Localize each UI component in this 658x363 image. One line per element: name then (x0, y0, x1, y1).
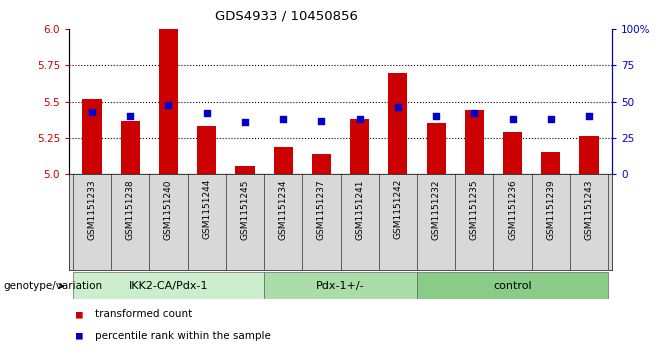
Bar (120, 121, 139, 174)
Bar (312, 154, 331, 174)
Text: GSM1151236: GSM1151236 (508, 179, 517, 240)
Bar (417, 272, 608, 299)
Text: GSM1151232: GSM1151232 (432, 179, 441, 240)
Bar (503, 132, 522, 174)
Text: GDS4933 / 10450856: GDS4933 / 10450856 (215, 9, 358, 22)
Text: GSM1151235: GSM1151235 (470, 179, 479, 240)
Point (507, 116, 518, 122)
Text: control: control (494, 281, 532, 291)
Text: ■: ■ (76, 309, 82, 319)
Text: GSM1151243: GSM1151243 (584, 179, 594, 240)
Text: ■: ■ (76, 331, 82, 341)
Point (163, 102, 174, 107)
Point (393, 105, 403, 110)
Bar (350, 119, 369, 174)
Text: IKK2-CA/Pdx-1: IKK2-CA/Pdx-1 (129, 281, 208, 291)
Point (201, 110, 212, 116)
Bar (264, 272, 417, 299)
Text: GSM1151233: GSM1151233 (88, 179, 97, 240)
Text: transformed count: transformed count (95, 309, 193, 319)
Point (545, 116, 556, 122)
Bar (465, 110, 484, 174)
Text: GSM1151238: GSM1151238 (126, 179, 135, 240)
Point (278, 116, 288, 122)
Text: GSM1151234: GSM1151234 (279, 179, 288, 240)
Text: GSM1151242: GSM1151242 (393, 179, 402, 240)
Text: GSM1151240: GSM1151240 (164, 179, 173, 240)
Bar (542, 152, 561, 174)
Bar (159, 29, 178, 174)
Bar (236, 166, 255, 174)
Text: GSM1151239: GSM1151239 (546, 179, 555, 240)
Point (125, 113, 136, 119)
Bar (274, 147, 293, 174)
Text: genotype/variation: genotype/variation (3, 281, 103, 291)
Point (316, 118, 326, 123)
Point (240, 119, 250, 125)
Point (355, 116, 365, 122)
Text: percentile rank within the sample: percentile rank within the sample (95, 331, 271, 341)
Bar (73, 272, 264, 299)
Point (584, 113, 594, 119)
Bar (82, 99, 101, 174)
Text: Pdx-1+/-: Pdx-1+/- (316, 281, 365, 291)
Bar (580, 136, 599, 174)
Point (431, 113, 442, 119)
Bar (426, 123, 445, 174)
Text: GSM1151237: GSM1151237 (317, 179, 326, 240)
Bar (388, 73, 407, 174)
Text: GSM1151244: GSM1151244 (202, 179, 211, 240)
Point (469, 110, 480, 116)
Bar (197, 126, 216, 174)
Text: GSM1151245: GSM1151245 (240, 179, 249, 240)
Point (87, 109, 97, 115)
Text: GSM1151241: GSM1151241 (355, 179, 364, 240)
